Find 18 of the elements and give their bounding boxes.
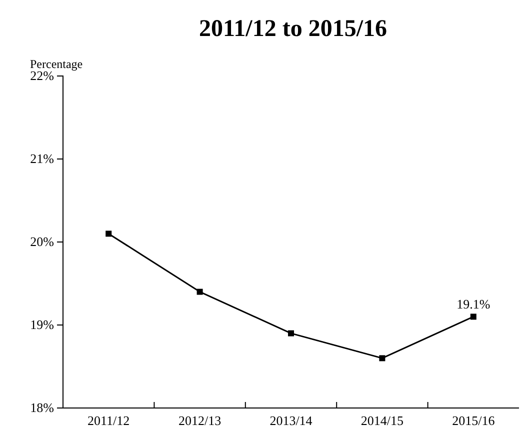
data-label: 19.1% bbox=[456, 296, 490, 312]
point bbox=[288, 330, 294, 336]
point bbox=[379, 355, 386, 362]
x-tick-label: 2014/15 bbox=[360, 413, 404, 428]
point bbox=[196, 288, 203, 295]
y-tick-label: 18% bbox=[30, 400, 54, 416]
y-tick-label: 19% bbox=[30, 317, 54, 332]
chart-title: 2011/12 to 2015/16 bbox=[198, 16, 388, 42]
y-tick-label: 21% bbox=[30, 151, 54, 166]
x-tick-label: 2012/13 bbox=[178, 413, 222, 428]
point bbox=[470, 314, 476, 320]
y-axis-title: Percentage bbox=[30, 57, 83, 71]
x-tick-label: 2013/14 bbox=[270, 413, 313, 428]
x-tick-label: 2015/16 bbox=[452, 413, 496, 428]
x-tick-label: 2011/12 bbox=[88, 413, 130, 428]
point bbox=[106, 230, 112, 237]
y-tick-label: 20% bbox=[30, 234, 54, 250]
y-tick-label: 22% bbox=[30, 68, 54, 84]
